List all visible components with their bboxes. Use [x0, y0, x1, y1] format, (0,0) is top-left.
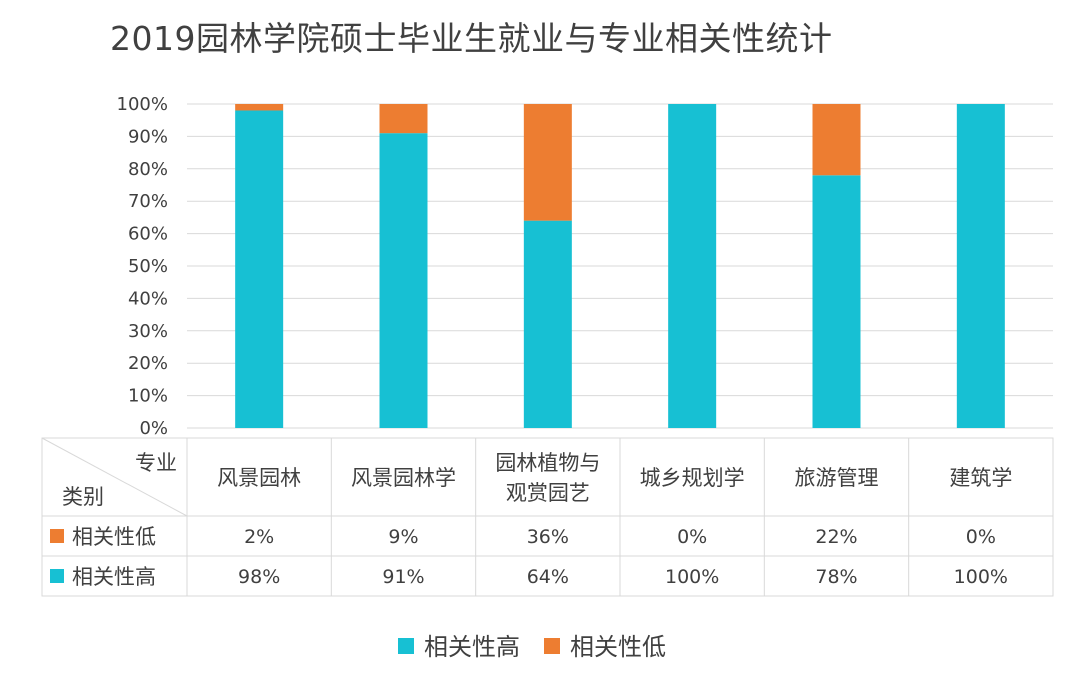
legend-label: 相关性高 — [424, 633, 520, 661]
bar-high — [668, 104, 717, 428]
y-tick-label: 0% — [139, 418, 168, 439]
bar-high — [523, 220, 572, 428]
bar-low — [379, 104, 428, 134]
category-label: 观赏园艺 — [506, 481, 590, 505]
category-label: 建筑学 — [949, 466, 1012, 490]
table-value: 64% — [527, 566, 569, 588]
y-tick-label: 20% — [128, 353, 168, 374]
row-series-label: 相关性高 — [72, 565, 156, 589]
category-label: 旅游管理 — [795, 466, 879, 490]
y-tick-label: 100% — [117, 94, 168, 115]
row-legend-swatch — [50, 529, 64, 543]
bar-low — [235, 104, 284, 111]
y-axis-ticks: 0% 10% 20% 30% 40% 50% 60% 70% 80% 90% 100% — [117, 94, 168, 439]
y-tick-label: 80% — [128, 159, 168, 180]
gridlines — [187, 103, 1053, 429]
header-column-label: 专业 — [135, 451, 177, 475]
category-label: 城乡规划学 — [640, 466, 745, 490]
table-value: 100% — [665, 566, 719, 588]
legend: 相关性高 相关性低 — [398, 633, 666, 661]
bars — [235, 104, 1005, 428]
header-row-label: 类别 — [62, 485, 104, 509]
table-value: 78% — [815, 566, 857, 588]
table-value: 98% — [238, 566, 280, 588]
legend-swatch — [544, 638, 560, 654]
category-label: 园林植物与 — [495, 451, 600, 475]
table-value: 0% — [677, 526, 707, 548]
bar-low — [523, 104, 572, 221]
category-label: 风景园林 — [217, 466, 301, 490]
y-tick-label: 60% — [128, 224, 168, 245]
y-tick-label: 50% — [128, 256, 168, 277]
table-value: 2% — [244, 526, 274, 548]
row-legend-swatch — [50, 569, 64, 583]
bar-high — [235, 110, 284, 428]
y-tick-label: 40% — [128, 288, 168, 309]
y-tick-label: 70% — [128, 191, 168, 212]
legend-label: 相关性低 — [570, 633, 666, 661]
row-series-label: 相关性低 — [72, 525, 156, 549]
bar-high — [956, 104, 1005, 428]
table-value: 91% — [382, 566, 424, 588]
table-value: 22% — [815, 526, 857, 548]
chart-title: 2019园林学院硕士毕业生就业与专业相关性统计 — [110, 19, 833, 58]
table-value: 36% — [527, 526, 569, 548]
table-value: 9% — [388, 526, 418, 548]
table-value: 0% — [966, 526, 996, 548]
bar-low — [812, 104, 861, 176]
table-value: 100% — [954, 566, 1008, 588]
y-tick-label: 30% — [128, 321, 168, 342]
header-diagonal — [41, 437, 188, 517]
bar-high — [379, 133, 428, 428]
category-label: 风景园林学 — [351, 466, 456, 490]
bar-high — [812, 175, 861, 428]
legend-swatch — [398, 638, 414, 654]
y-tick-label: 10% — [128, 386, 168, 407]
y-tick-label: 90% — [128, 126, 168, 147]
